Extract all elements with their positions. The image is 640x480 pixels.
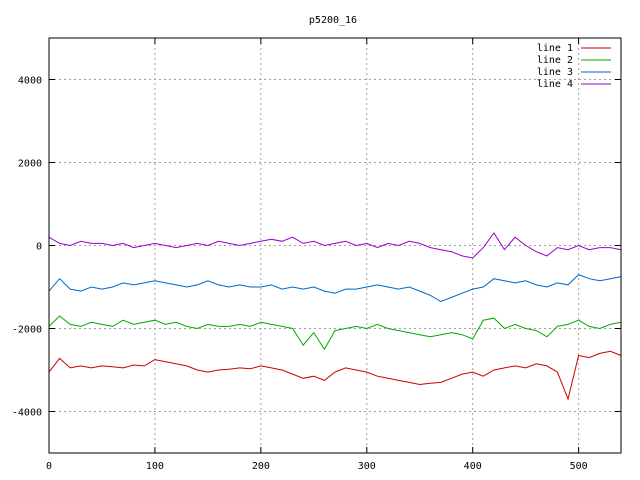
legend-label: line 1 bbox=[537, 43, 573, 54]
series-line-3 bbox=[48, 274, 622, 303]
x-axis: 0 100 200 300 400 500 bbox=[46, 38, 588, 472]
legend-label: line 4 bbox=[537, 79, 573, 90]
y-tick-label: -2000 bbox=[12, 325, 42, 336]
x-tick-label: 500 bbox=[570, 461, 588, 472]
series-line-1 bbox=[48, 350, 622, 401]
plot-frame bbox=[48, 37, 622, 454]
series-line-2 bbox=[48, 315, 622, 351]
x-tick-label: 200 bbox=[252, 461, 270, 472]
y-tick-label: 2000 bbox=[18, 159, 42, 170]
y-tick-label: 4000 bbox=[18, 76, 42, 87]
series-line-4 bbox=[48, 232, 622, 259]
series-layer bbox=[48, 232, 622, 401]
chart-title: p5200_16 bbox=[309, 15, 357, 26]
y-tick-label: -4000 bbox=[12, 408, 42, 419]
legend-label: line 3 bbox=[537, 67, 573, 78]
x-tick-label: 300 bbox=[358, 461, 376, 472]
x-tick-label: 0 bbox=[46, 461, 52, 472]
y-tick-label: 0 bbox=[36, 242, 42, 253]
x-tick-label: 400 bbox=[464, 461, 482, 472]
x-tick-label: 100 bbox=[146, 461, 164, 472]
grid-lines bbox=[48, 38, 621, 453]
legend-label: line 2 bbox=[537, 55, 573, 66]
y-axis: -4000 -2000 0 2000 4000 bbox=[12, 76, 621, 419]
